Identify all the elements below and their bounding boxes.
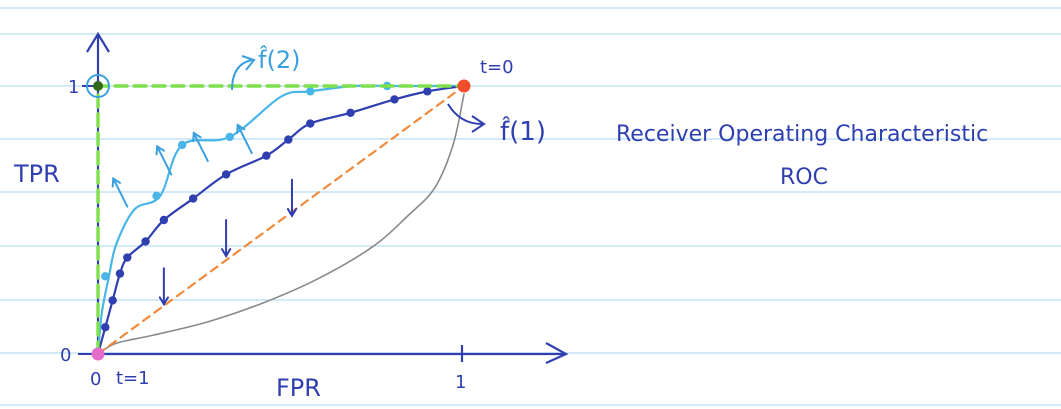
x-axis-arrowhead [545, 342, 569, 365]
chart-title: Receiver Operating Characteristic [616, 122, 988, 147]
series-f1-point-5 [141, 237, 150, 246]
improvement-arrow-3 [236, 123, 253, 154]
worsening-arrow-1 [220, 219, 232, 258]
y-axis-arrowhead [86, 31, 110, 53]
y-tick-0-label: 0 [60, 345, 71, 366]
t-one-annotation: t=1 [116, 368, 150, 389]
series-f1-point-13 [390, 95, 399, 104]
series-f2-point-0 [101, 272, 110, 281]
x-axis-label: FPR [276, 374, 321, 402]
axes [78, 31, 569, 365]
series-f1-point-1 [101, 323, 110, 332]
series-f1-point-6 [159, 215, 169, 225]
series-layer [93, 81, 469, 359]
series-random-line [96, 84, 466, 356]
series-f1-point-2 [108, 296, 117, 305]
f2-curve-label: f̂(2) [258, 46, 300, 74]
series-f2-point-4 [306, 87, 315, 96]
series-f1-point-3 [115, 269, 125, 278]
perfect-point-highlight-circle [86, 74, 110, 98]
series-f1-point-4 [123, 253, 132, 262]
f2-pointer-arrowhead [241, 55, 256, 71]
improvement-arrow-0 [111, 176, 129, 208]
series-f2-point-1 [152, 191, 161, 201]
series-f1-point-12 [346, 108, 355, 118]
x-tick-1-label: 1 [455, 372, 466, 393]
series-worse-line [97, 93, 465, 355]
series-f1-point-14 [423, 87, 432, 96]
f1-pointer-arrow [447, 103, 483, 125]
y-axis-label: TPR [13, 160, 60, 188]
improvement-arrow-1 [155, 144, 173, 176]
x-tick-0-label: 0 [90, 369, 101, 390]
endpoint-2 [93, 81, 103, 91]
endpoint-layer [91, 79, 471, 361]
worsening-arrow-0 [158, 267, 170, 307]
series-f1-point-10 [284, 135, 293, 144]
ruled-paper-lines [0, 7, 1061, 406]
series-f2-point-3 [225, 132, 234, 142]
chart-subtitle: ROC [780, 165, 828, 190]
endpoint-0 [91, 347, 105, 361]
worsening-arrow-2 [286, 178, 298, 218]
endpoint-1 [457, 79, 471, 93]
series-f1-point-11 [306, 119, 315, 128]
series-f1-point-7 [188, 194, 198, 203]
series-f1-line [96, 84, 466, 356]
improvement-arrow-2 [192, 131, 209, 163]
y-tick-1-label: 1 [68, 77, 79, 98]
f1-curve-label: f̂(1) [500, 115, 546, 147]
series-f1-point-9 [262, 151, 271, 160]
series-f2-point-2 [177, 140, 187, 150]
arrow-layer [111, 123, 298, 307]
f2-pointer-arrow [231, 59, 253, 91]
f1-pointer-arrowhead [471, 115, 486, 133]
t-zero-annotation: t=0 [480, 57, 514, 78]
series-f1-point-8 [221, 170, 231, 179]
